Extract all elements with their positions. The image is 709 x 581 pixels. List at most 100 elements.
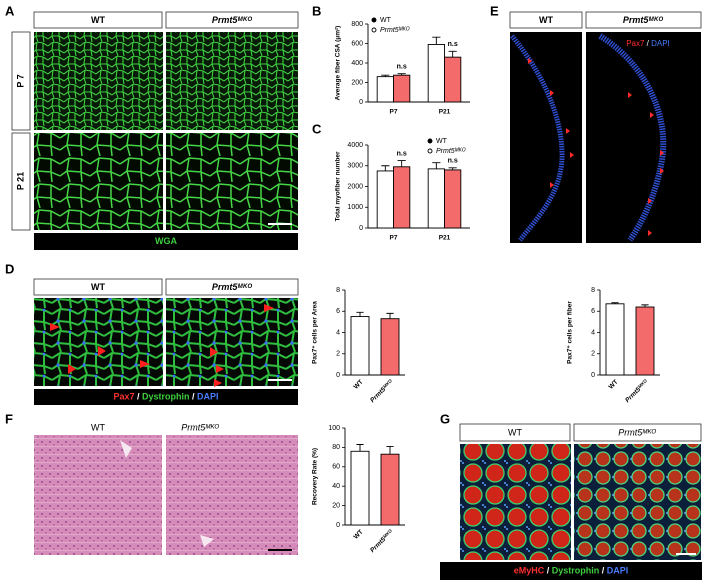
stain-label: eMyHC / Dystrophin / DAPI (514, 566, 629, 576)
stain-separator: / (190, 392, 198, 402)
y-tick-label: 2 (591, 351, 595, 358)
legend-marker (371, 27, 377, 33)
section-outline (510, 34, 565, 242)
error-bar (432, 162, 441, 169)
y-axis-label: Pax7⁺ cells per Area (312, 301, 319, 364)
panel-letter: B (312, 3, 321, 18)
y-tick-label: 6 (591, 308, 595, 315)
y-tick-label: 4 (336, 329, 340, 336)
y-tick-label: 100 (328, 425, 340, 432)
bar (635, 306, 655, 376)
bar (444, 169, 462, 229)
column-header: WT (91, 422, 105, 432)
bar (376, 170, 394, 229)
stain-name: Pax7 (113, 392, 134, 402)
micrograph (166, 435, 298, 555)
y-tick-label: 600 (351, 40, 363, 47)
annotation: n.s (397, 64, 407, 71)
error-bar (448, 50, 457, 58)
annotation: n.s (397, 150, 407, 157)
legend-marker (427, 148, 433, 154)
column-header-box (33, 11, 163, 29)
column-header-box (33, 278, 163, 296)
micrograph (166, 298, 298, 386)
panel-letter: C (312, 121, 322, 136)
column-header: Prmt5ᴹᴷᴼ (212, 15, 252, 25)
x-tick-label: WT (353, 379, 365, 391)
column-header-box (585, 11, 702, 29)
panel-letter: D (5, 261, 14, 276)
column-header: WT (91, 15, 105, 25)
annotation: n.s (448, 41, 458, 48)
row-header: P 7 (15, 74, 25, 87)
stain-name: DAPI (607, 566, 629, 576)
y-tick-label: 6 (336, 308, 340, 315)
bar (444, 56, 462, 103)
x-tick-label: P21 (439, 109, 451, 116)
stain-separator: / (599, 566, 607, 576)
stain-name: Pax7 (626, 39, 645, 48)
panel-letter: E (490, 3, 499, 18)
y-axis-label: Average fiber CSA (μm²) (335, 26, 342, 101)
y-tick-label: 800 (351, 21, 363, 28)
y-axis-label: Total myofiber number (335, 151, 342, 221)
column-header: Prmt5ᴹᴷᴼ (181, 422, 219, 432)
micrograph (574, 444, 701, 560)
stain-name: Dystrophin (552, 566, 600, 576)
error-bar (397, 73, 406, 76)
y-tick-label: 40 (332, 483, 340, 490)
column-header: WT (91, 282, 105, 292)
section-outline (598, 33, 667, 242)
y-tick-label: 0 (359, 99, 363, 106)
bar (427, 44, 445, 103)
column-header-box (165, 11, 299, 29)
y-tick-label: 200 (351, 79, 363, 86)
error-bar (397, 160, 406, 167)
stain-strip (34, 233, 298, 250)
stain-strip (440, 562, 702, 580)
micrograph (460, 444, 571, 560)
row-header-box (11, 132, 31, 231)
bar (605, 303, 625, 376)
stain-name: DAPI (197, 392, 219, 402)
micrograph (166, 32, 298, 130)
micrograph (586, 32, 701, 243)
y-tick-label: 2000 (347, 183, 363, 190)
column-header: WT (508, 427, 522, 437)
bar (380, 453, 400, 526)
x-tick-label: P21 (439, 235, 451, 242)
bar (350, 316, 370, 376)
error-bar (386, 312, 394, 319)
column-header-box (165, 278, 299, 296)
row-header-box (11, 31, 31, 131)
y-tick-label: 2 (336, 351, 340, 358)
micrograph (34, 435, 162, 555)
y-axis-label: Recovery Rate (%) (312, 448, 319, 505)
y-tick-label: 400 (351, 60, 363, 67)
stain-separator: / (644, 39, 651, 48)
column-header: Prmt5ᴹᴷᴼ (623, 15, 663, 25)
arrowheads (50, 304, 274, 387)
x-tick-label: Prmt5ᴹᴷᴼ (624, 378, 650, 404)
x-tick-label: Prmt5ᴹᴷᴼ (369, 528, 395, 554)
micrograph (166, 133, 298, 230)
stain-label: WGA (155, 236, 177, 246)
bar (393, 74, 411, 103)
annotation: n.s (448, 158, 458, 165)
stain-name: Dystrophin (142, 392, 190, 402)
y-tick-label: 0 (336, 522, 340, 529)
y-tick-label: 8 (591, 287, 595, 294)
bar (380, 318, 400, 376)
error-bar (386, 445, 394, 455)
legend-marker (427, 138, 433, 144)
x-tick-label: WT (353, 529, 365, 541)
y-tick-label: 60 (332, 464, 340, 471)
column-header: WT (539, 15, 553, 25)
y-tick-label: 4 (591, 329, 595, 336)
y-tick-label: 4000 (347, 142, 363, 149)
y-tick-label: 8 (336, 287, 340, 294)
x-tick-label: WT (608, 379, 620, 391)
legend-label: WT (380, 17, 392, 24)
x-tick-label: P7 (390, 235, 398, 242)
